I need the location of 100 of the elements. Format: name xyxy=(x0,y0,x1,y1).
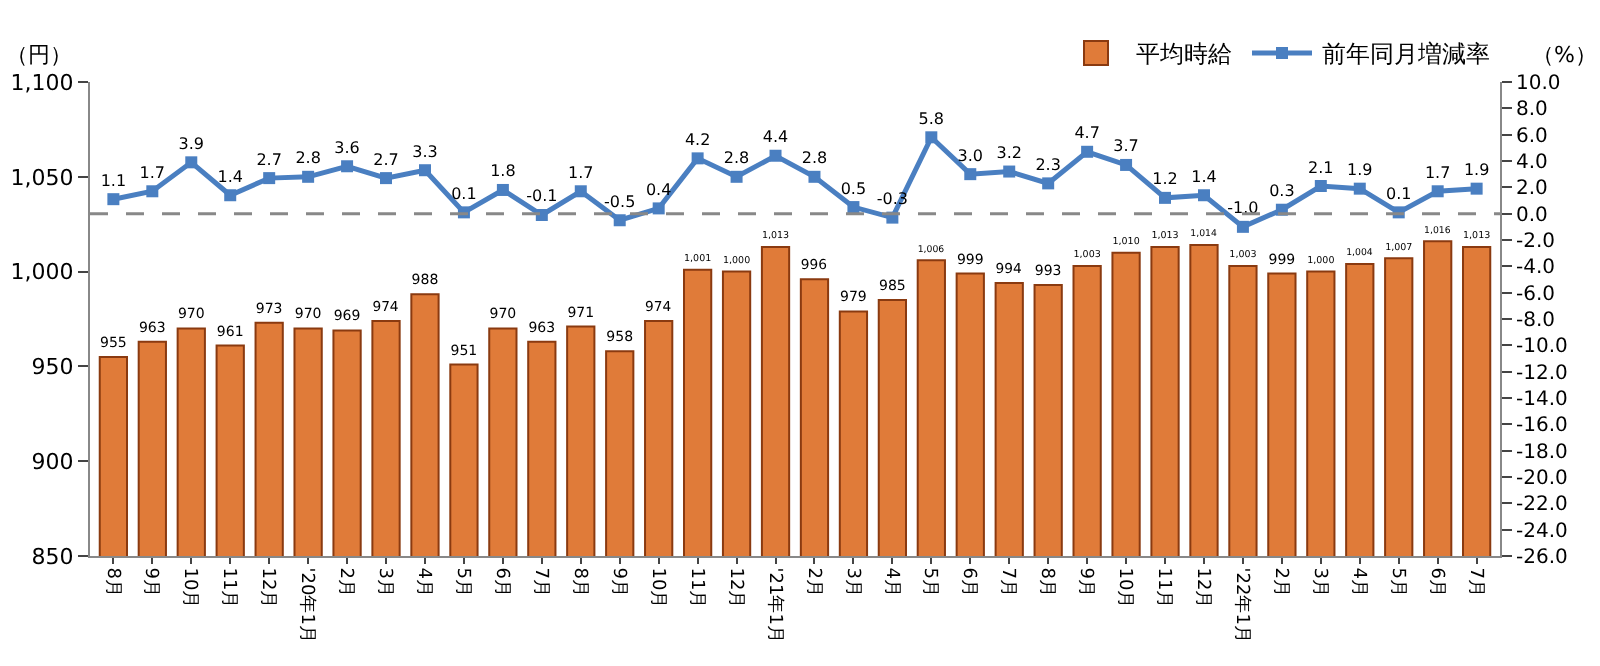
legend-label: 平均時給 xyxy=(1136,40,1232,69)
x-tick-label: 7月 xyxy=(997,567,1018,598)
point xyxy=(769,149,782,162)
data-label: 0.5 xyxy=(840,179,867,198)
x-tick-label: 9月 xyxy=(607,567,628,598)
point xyxy=(146,185,159,198)
data-label: 1.4 xyxy=(1191,167,1217,186)
x-tick-label: 7月 xyxy=(1464,567,1485,598)
x-tick-label: 10月 xyxy=(1114,567,1135,609)
point xyxy=(1003,165,1016,178)
y2-tick-label: 8.0 xyxy=(1516,99,1548,122)
x-tick-label: 12月 xyxy=(724,567,745,609)
point xyxy=(185,156,198,169)
x-tick-label: 7月 xyxy=(529,567,550,598)
data-label: 2.7 xyxy=(256,150,282,169)
y2-tick-label: 10.0 xyxy=(1516,73,1561,95)
data-label: 0.1 xyxy=(451,184,477,203)
y-tick-label: 1,100 xyxy=(10,69,74,96)
x-tick-label: 3月 xyxy=(1308,567,1329,598)
x-tick-label: 3月 xyxy=(374,567,395,598)
x-tick-label: 6月 xyxy=(1425,567,1446,598)
y-tick-label: 950 xyxy=(31,354,74,381)
x-tick-label: 2月 xyxy=(335,567,356,598)
data-label: -1.0 xyxy=(1227,199,1259,218)
point xyxy=(847,201,860,214)
point xyxy=(808,170,821,183)
x-tick-label: 8月 xyxy=(568,567,589,598)
data-label: 1.9 xyxy=(1463,161,1490,180)
point xyxy=(730,170,743,183)
data-label: 0.3 xyxy=(1269,182,1295,201)
x-tick-label: 11月 xyxy=(685,567,706,609)
data-label: 1.8 xyxy=(490,162,516,181)
x-tick-label: 2月 xyxy=(802,567,823,598)
x-tick-label: 5月 xyxy=(452,567,473,598)
y2-tick-label: -20.0 xyxy=(1516,468,1568,490)
point xyxy=(263,172,276,185)
data-label: 4.7 xyxy=(1074,124,1100,143)
point xyxy=(691,152,704,165)
data-label: 1.7 xyxy=(1424,163,1451,182)
point xyxy=(925,131,938,144)
y-axis-title: （円） xyxy=(6,42,72,68)
y2-tick-label: -18.0 xyxy=(1516,441,1568,464)
data-label: 2.8 xyxy=(801,149,828,168)
x-tick-label: '21年1月 xyxy=(763,567,786,643)
y-tick-label: 1,000 xyxy=(10,259,74,286)
data-label: 2.3 xyxy=(1035,155,1061,174)
data-label: 5.8 xyxy=(918,109,945,128)
x-tick-label: '22年1月 xyxy=(1231,567,1254,643)
point xyxy=(652,202,665,215)
point xyxy=(1353,182,1366,195)
x-tick-label: 10月 xyxy=(179,567,200,609)
data-label: 1.4 xyxy=(217,167,243,186)
x-tick-label: 2月 xyxy=(1270,567,1291,598)
x-tick-label: 6月 xyxy=(491,567,512,598)
x-tick-label: 9月 xyxy=(1075,567,1096,598)
x-tick-label: 8月 xyxy=(1036,567,1057,598)
point xyxy=(1081,145,1094,158)
data-label: 1.7 xyxy=(139,163,166,182)
x-tick-label: 8月 xyxy=(101,567,122,598)
data-label: 2.8 xyxy=(723,149,750,168)
y-tick-label: 850 xyxy=(31,543,74,570)
point xyxy=(1120,158,1133,171)
y2-tick-label: 4.0 xyxy=(1516,152,1548,174)
point xyxy=(1159,191,1172,204)
x-tick-label: '20年1月 xyxy=(296,567,319,643)
point xyxy=(1042,177,1055,190)
data-label: 3.7 xyxy=(1113,137,1139,156)
y2-tick-label: 0.0 xyxy=(1516,204,1548,227)
point xyxy=(107,193,120,206)
x-tick-label: 4月 xyxy=(413,567,434,598)
y2-tick-label: -8.0 xyxy=(1516,310,1556,332)
point xyxy=(341,160,354,173)
data-label: 3.6 xyxy=(334,138,360,157)
data-label: 2.7 xyxy=(373,150,399,169)
x-tick-label: 12月 xyxy=(257,567,278,609)
data-label: 2.8 xyxy=(295,149,321,168)
data-label: 3.0 xyxy=(957,146,984,165)
y2-tick-label: -22.0 xyxy=(1516,494,1568,517)
x-tick-label: 5月 xyxy=(1386,567,1407,598)
data-label: 1.7 xyxy=(568,163,594,182)
legend-label: 前年同月増減率 xyxy=(1322,40,1490,69)
data-label: 1.9 xyxy=(1347,161,1373,180)
y2-tick-label: -2.0 xyxy=(1516,231,1556,253)
y2-tick-label: 2.0 xyxy=(1516,178,1548,201)
y-tick-label: 900 xyxy=(31,448,74,475)
y2-tick-label: -4.0 xyxy=(1516,257,1556,280)
x-tick-label: 4月 xyxy=(880,567,901,598)
data-label: 0.1 xyxy=(1385,184,1412,203)
point xyxy=(1431,185,1444,198)
point xyxy=(574,185,587,198)
data-label: 3.3 xyxy=(412,142,438,161)
point xyxy=(302,170,315,183)
y2-tick-label: -26.0 xyxy=(1516,547,1568,569)
data-label: 1.1 xyxy=(100,171,127,190)
point xyxy=(1236,220,1249,233)
x-tick-label: 9月 xyxy=(140,567,161,598)
y2-tick-label: -14.0 xyxy=(1516,389,1568,411)
y2-tick-label: 6.0 xyxy=(1516,125,1548,148)
point xyxy=(1314,180,1327,193)
y2-tick-label: -24.0 xyxy=(1516,520,1568,543)
